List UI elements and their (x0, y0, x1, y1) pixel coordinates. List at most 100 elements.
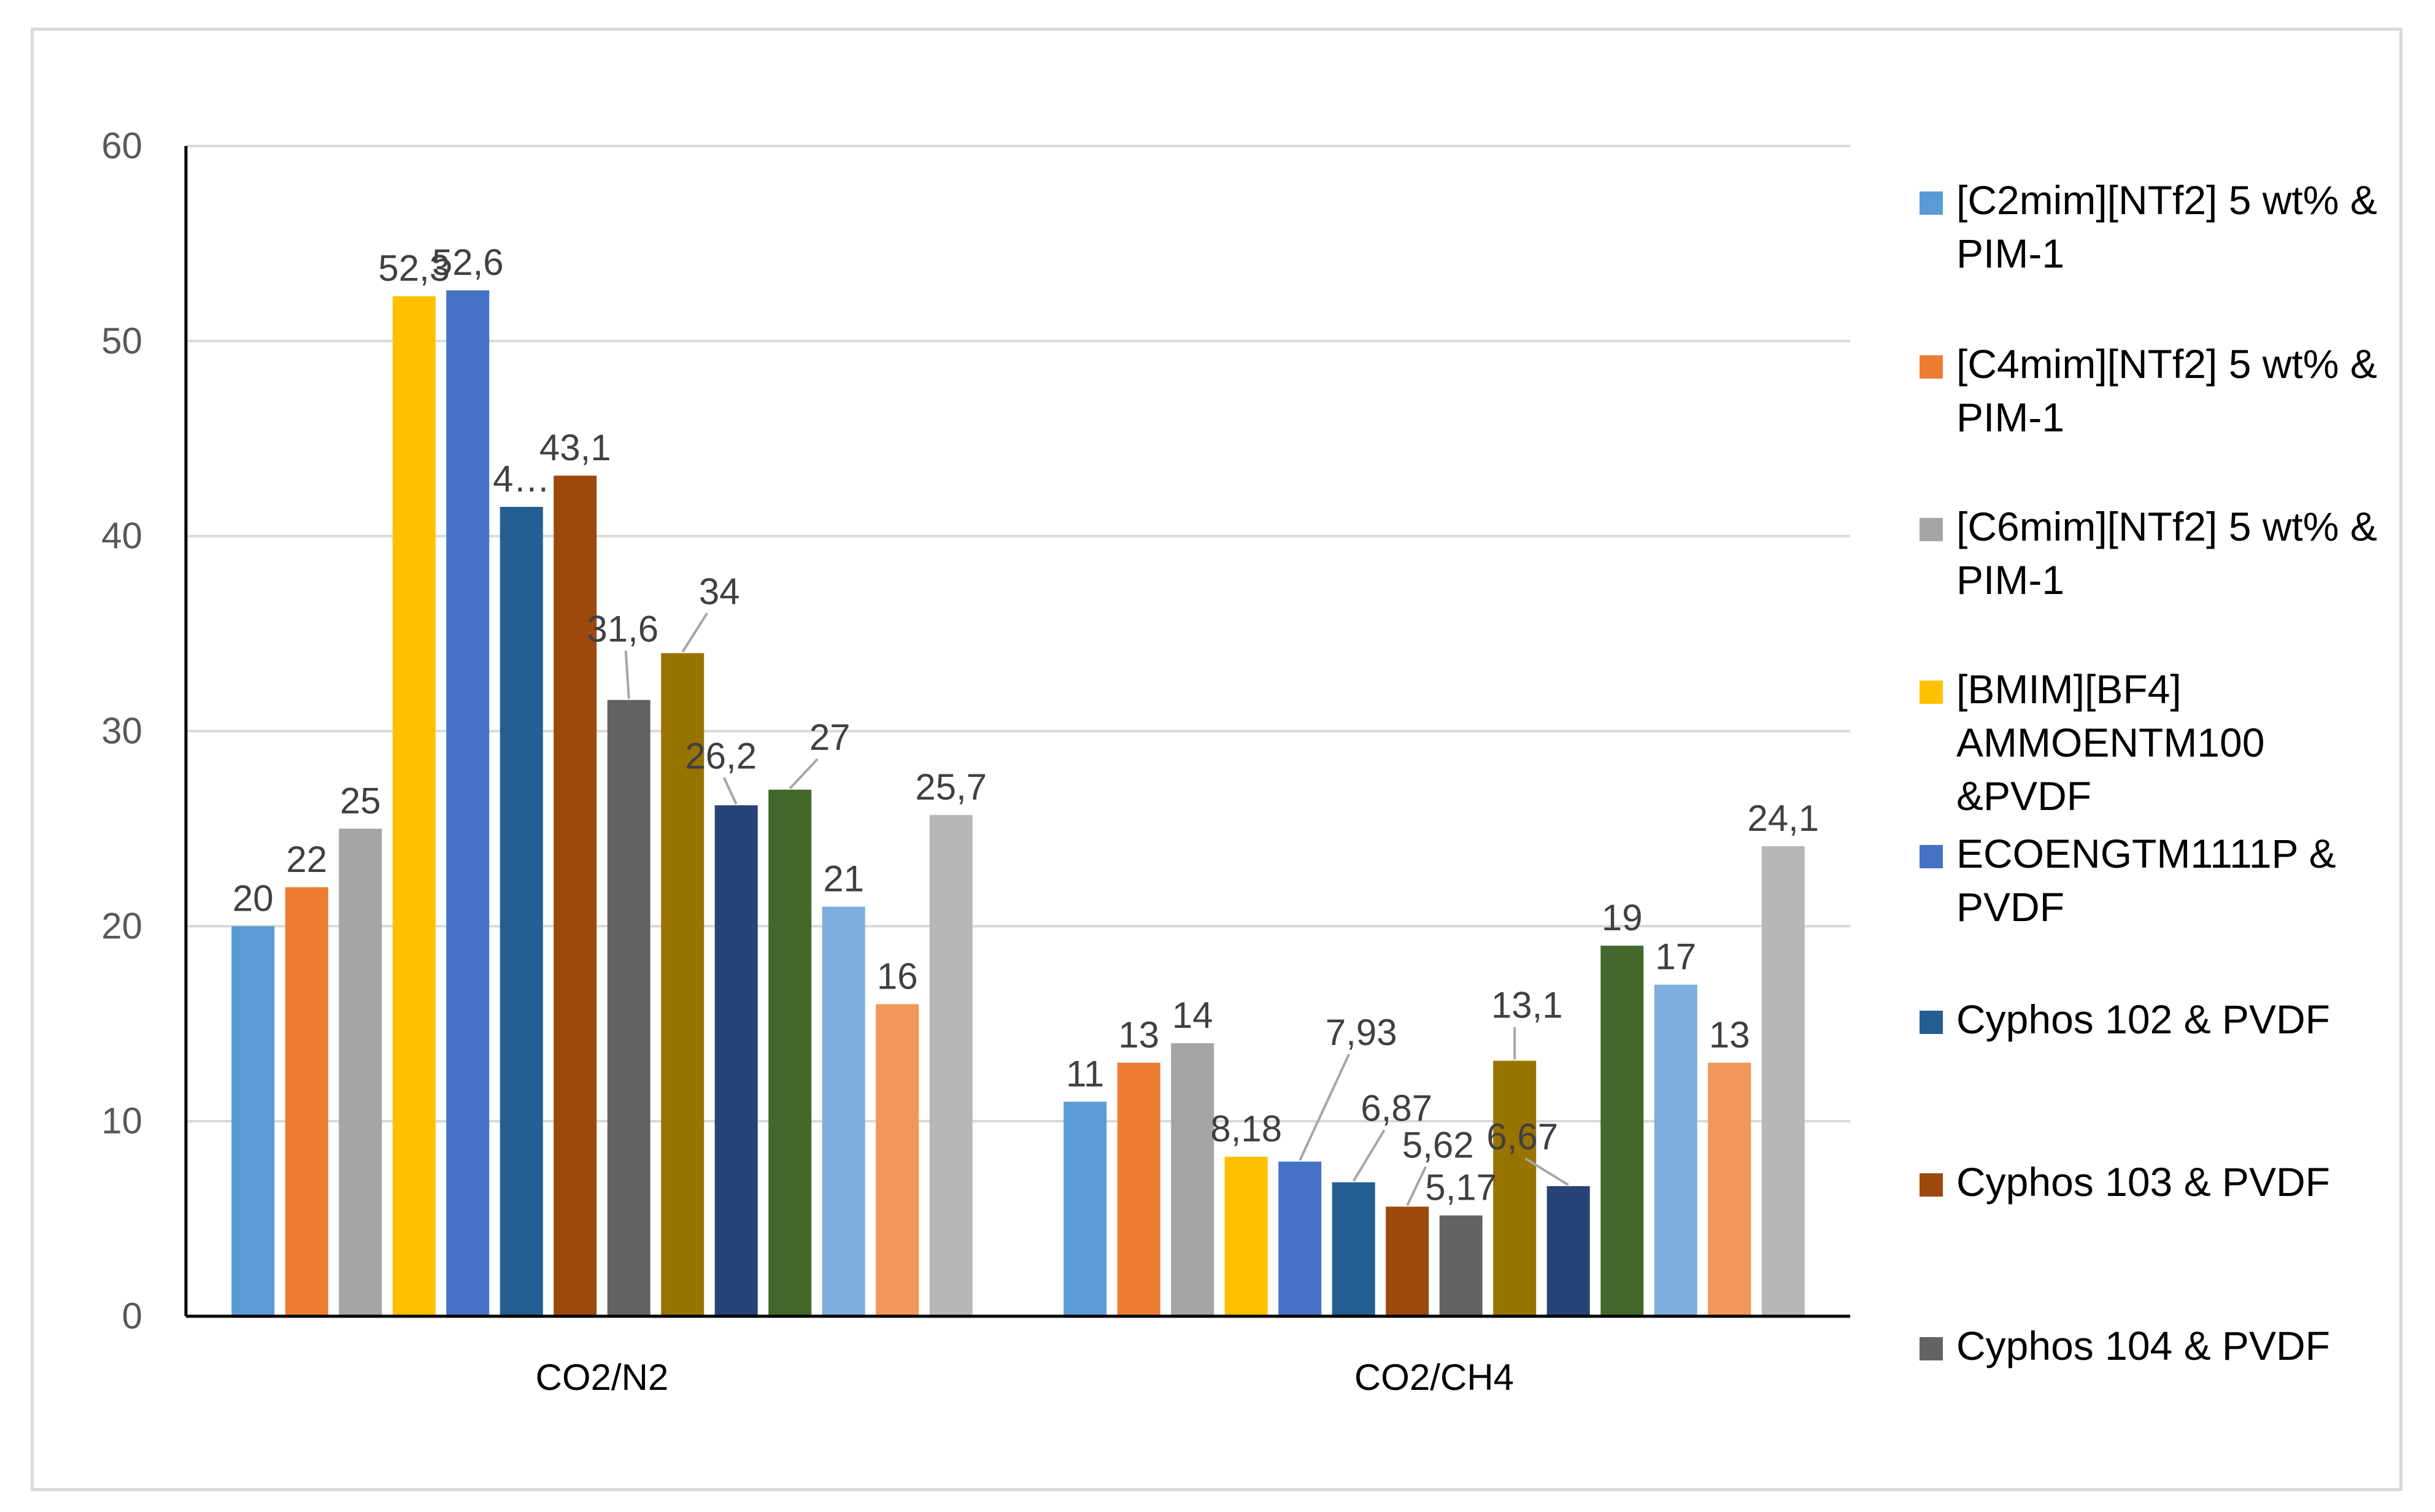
leader-line (1524, 1157, 1569, 1186)
data-label: 34 (699, 571, 740, 612)
bar (1224, 1157, 1268, 1316)
leader-line (1353, 1129, 1386, 1182)
legend-label: [C6mim][NTf2] 5 wt% & (1956, 504, 2377, 549)
legend-label: [C4mim][NTf2] 5 wt% & (1956, 341, 2377, 387)
legend-label: ECOENGTM1111P & (1956, 831, 2336, 876)
bar (1493, 1060, 1537, 1316)
legend-label: [C2mim][NTf2] 5 wt% & (1956, 177, 2377, 223)
y-tick-label: 0 (122, 1295, 142, 1336)
y-tick-label: 60 (101, 125, 142, 166)
data-label: 19 (1602, 897, 1643, 938)
label-leader-lines (624, 612, 1569, 1206)
leader-line (681, 612, 708, 653)
data-label: 27 (809, 717, 851, 758)
bars (231, 290, 1805, 1316)
axes (184, 146, 1850, 1318)
y-tick-label: 20 (101, 905, 142, 946)
data-label: 31,6 (587, 609, 658, 650)
bar (1171, 1043, 1214, 1316)
legend-label: Cyphos 104 & PVDF (1956, 1323, 2330, 1368)
legend-swatch (1920, 1173, 1943, 1197)
bar (1117, 1062, 1160, 1316)
bar (1063, 1101, 1107, 1316)
chart-frame (31, 28, 2402, 1491)
bar (1332, 1182, 1375, 1316)
bar (1439, 1215, 1483, 1316)
bar (1546, 1186, 1590, 1316)
legend-label: Cyphos 103 & PVDF (1956, 1159, 2330, 1205)
y-tick-label: 50 (101, 320, 142, 361)
data-label: 52,3 (378, 248, 450, 289)
y-tick-label: 40 (101, 515, 142, 557)
legend: [C2mim][NTf2] 5 wt% & PIM-1 [C4mim][NTf2] … (1920, 177, 2377, 1368)
legend-swatch (1920, 1337, 1943, 1360)
leader-line (722, 777, 738, 805)
leader-line (789, 758, 819, 790)
data-label: 25,7 (915, 766, 987, 808)
data-label: 21 (823, 858, 864, 900)
bar (661, 653, 704, 1316)
leader-line (624, 650, 630, 699)
data-label: 17 (1655, 936, 1696, 978)
legend-label: PIM-1 (1956, 557, 2064, 603)
bar (929, 815, 973, 1316)
data-label: 25 (340, 780, 381, 821)
legend-label: Cyphos 102 & PVDF (1956, 997, 2330, 1042)
data-label: 6,87 (1360, 1088, 1432, 1129)
data-label: 13,1 (1491, 985, 1563, 1026)
data-label: 52,6 (432, 242, 504, 283)
data-label: 13 (1709, 1014, 1750, 1055)
legend-label: PIM-1 (1956, 231, 2064, 276)
legend-label: PIM-1 (1956, 395, 2064, 440)
data-label: 24,1 (1747, 798, 1819, 839)
data-label: 13 (1118, 1014, 1159, 1055)
gridlines (186, 145, 1850, 1123)
bar (500, 506, 543, 1316)
x-axis-categories: CO2/N2 CO2/CH4 (536, 1357, 1514, 1398)
bar (231, 926, 275, 1316)
legend-label: &PVDF (1956, 773, 2091, 819)
legend-label: [BMIM][BF4] (1956, 666, 2182, 712)
data-label: 5,17 (1425, 1167, 1497, 1208)
leader-line (1406, 1166, 1427, 1206)
legend-swatch (1920, 518, 1943, 541)
x-category-label: CO2/CH4 (1354, 1357, 1514, 1398)
data-label: 16 (877, 955, 918, 997)
legend-swatch (1920, 191, 1943, 215)
bar (822, 906, 865, 1316)
bar (339, 828, 382, 1316)
bar (1761, 846, 1805, 1316)
bar (876, 1004, 919, 1316)
bar (714, 805, 758, 1316)
bar (1600, 946, 1644, 1316)
data-label: 5,62 (1402, 1124, 1474, 1165)
data-label: 14 (1172, 995, 1213, 1036)
data-label: 4… (493, 458, 550, 500)
bar (1708, 1062, 1751, 1316)
legend-label: PVDF (1956, 884, 2064, 930)
y-tick-label: 30 (101, 711, 142, 752)
legend-swatch (1920, 1011, 1943, 1034)
bar (392, 296, 436, 1316)
data-label: 8,18 (1210, 1108, 1282, 1149)
data-label: 22 (286, 839, 327, 880)
legend-swatch (1920, 681, 1943, 704)
data-label: 26,2 (685, 735, 757, 776)
legend-label: AMMOENTM100 (1956, 720, 2264, 765)
bar (554, 476, 597, 1316)
legend-swatch (1920, 845, 1943, 868)
y-axis-ticks: 0 10 20 30 40 50 60 (101, 125, 142, 1336)
data-label: 6,67 (1486, 1116, 1558, 1157)
data-label: 20 (233, 878, 274, 919)
data-label: 7,93 (1326, 1012, 1397, 1053)
data-label: 11 (1066, 1053, 1104, 1094)
x-category-label: CO2/N2 (536, 1357, 669, 1398)
bar (446, 290, 490, 1316)
bar (607, 700, 650, 1316)
bar (768, 789, 812, 1316)
legend-swatch (1920, 355, 1943, 379)
leader-line (1299, 1054, 1351, 1161)
bar (1386, 1206, 1429, 1316)
data-labels: 20 22 25 52,352,6 4…43,1 31,6 34 26,2 27 21 16 25,7… (233, 242, 1819, 1208)
